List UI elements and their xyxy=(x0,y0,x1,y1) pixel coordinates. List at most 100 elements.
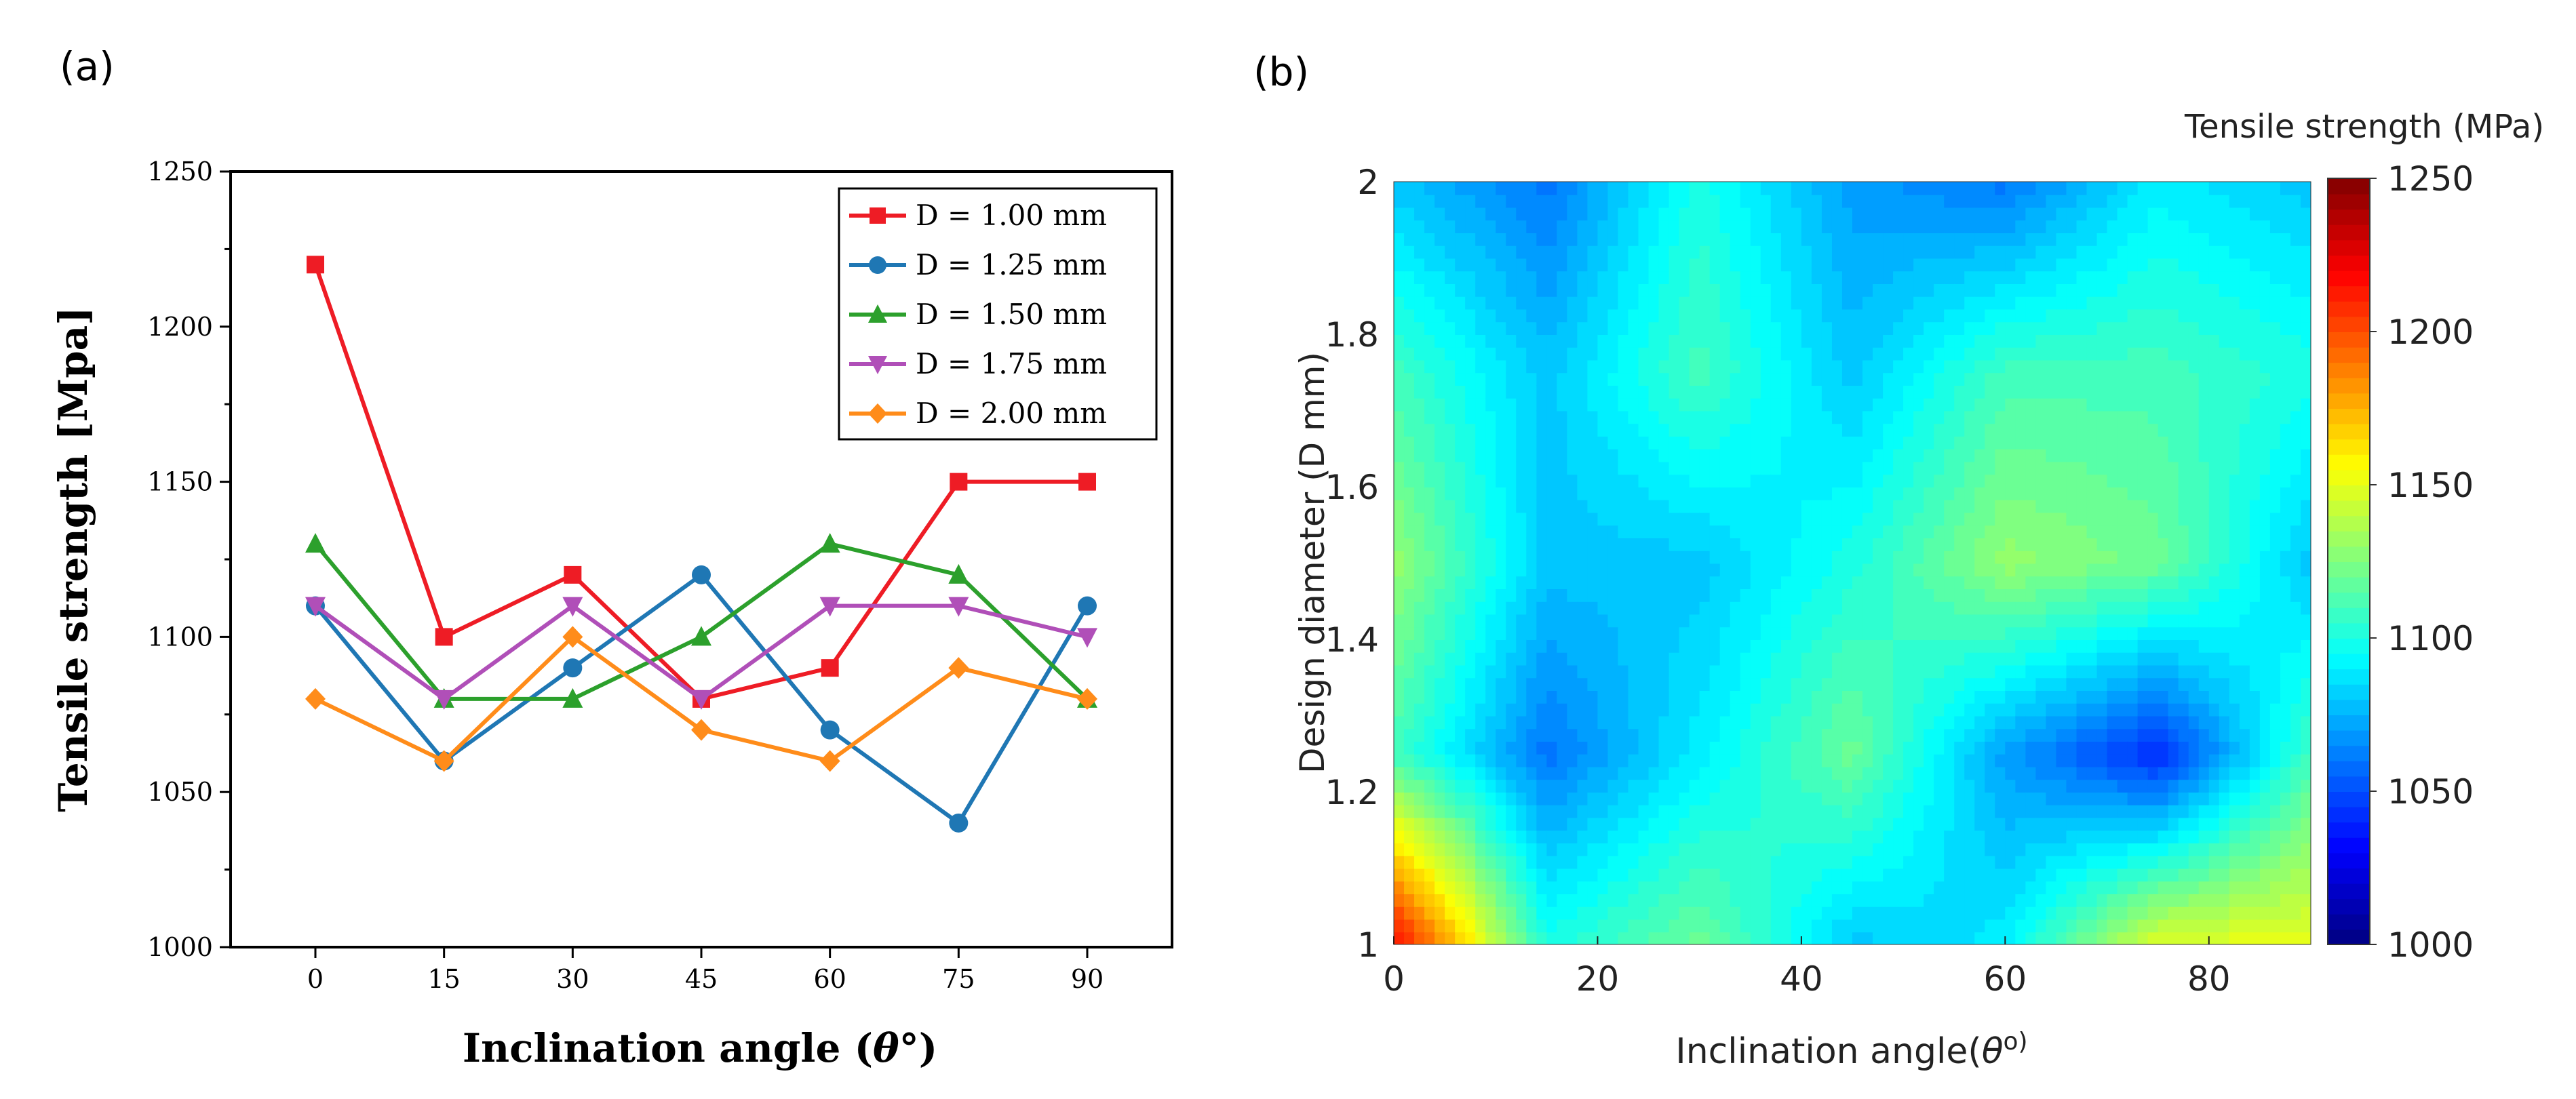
contour-cell xyxy=(1628,436,1639,449)
contour-cell xyxy=(2107,830,2118,843)
contour-cell xyxy=(1740,919,1751,933)
contour-cell xyxy=(1791,817,1802,831)
contour-cell xyxy=(1821,677,1833,691)
contour-cell xyxy=(1455,258,1466,272)
contour-cell xyxy=(1954,702,1966,717)
contour-cell xyxy=(1546,220,1558,233)
contour-cell xyxy=(1750,843,1761,856)
contour-cell xyxy=(1730,271,1741,284)
contour-cell xyxy=(1658,308,1670,323)
contour-cell xyxy=(1883,868,1894,882)
contour-cell xyxy=(1628,804,1639,818)
contour-cell xyxy=(1852,346,1864,361)
contour-cell xyxy=(2107,728,2118,742)
contour-cell xyxy=(1944,538,1955,551)
contour-cell xyxy=(1924,588,1935,602)
contour-cell xyxy=(1496,868,1507,882)
contour-cell xyxy=(1526,792,1538,805)
contour-cell xyxy=(1628,397,1639,412)
contour-cell xyxy=(1465,766,1477,780)
contour-cell xyxy=(1506,868,1517,882)
contour-cell xyxy=(1618,271,1629,284)
contour-cell xyxy=(1536,436,1548,449)
contour-cell xyxy=(1924,245,1935,259)
contour-cell xyxy=(1546,753,1558,767)
contour-cell xyxy=(2147,550,2159,564)
contour-cell xyxy=(1944,220,1955,233)
contour-cell xyxy=(1811,715,1822,730)
contour-cell xyxy=(1577,461,1588,475)
contour-cell xyxy=(1995,804,2006,818)
contour-cell xyxy=(1496,220,1507,233)
contour-cell xyxy=(1709,397,1721,412)
contour-cell xyxy=(2168,792,2179,805)
contour-cell xyxy=(1658,321,1670,335)
contour-cell xyxy=(1730,487,1741,500)
contour-cell xyxy=(1913,843,1925,856)
contour-cell xyxy=(1893,334,1905,348)
contour-cell xyxy=(1821,461,1833,475)
contour-cell xyxy=(1455,715,1466,730)
contour-cell xyxy=(1567,372,1578,386)
contour-cell xyxy=(2127,397,2139,412)
contour-cell xyxy=(2188,207,2200,221)
contour-cell xyxy=(1546,474,1558,487)
contour-cell xyxy=(1526,753,1538,767)
contour-cell xyxy=(1811,753,1822,767)
contour-cell xyxy=(1913,639,1925,653)
contour-cell xyxy=(1770,410,1782,424)
contour-cell xyxy=(1964,194,1976,208)
contour-cell xyxy=(1719,296,1731,310)
contour-cell xyxy=(1974,385,1986,399)
contour-cell xyxy=(2066,601,2077,615)
contour-cell xyxy=(1485,792,1497,805)
contour-cell xyxy=(2178,766,2189,780)
contour-cell xyxy=(1719,753,1731,767)
contour-cell xyxy=(1516,881,1527,894)
contour-cell xyxy=(2015,690,2027,704)
contour-cell xyxy=(1557,372,1568,386)
contour-cell xyxy=(1465,346,1477,361)
contour-cell xyxy=(1883,385,1894,399)
contour-cell xyxy=(1618,538,1629,551)
contour-cell xyxy=(2066,550,2077,564)
contour-cell xyxy=(2107,436,2118,449)
contour-cell xyxy=(1883,753,1894,767)
contour-cell xyxy=(1404,499,1416,513)
contour-cell xyxy=(1618,308,1629,323)
contour-cell xyxy=(1607,576,1619,589)
contour-cell xyxy=(1597,423,1609,437)
contour-cell xyxy=(1485,220,1497,233)
contour-cell xyxy=(2117,512,2128,526)
contour-cell xyxy=(1567,817,1578,831)
contour-cell xyxy=(1719,487,1731,500)
contour-cell xyxy=(1924,321,1935,335)
contour-cell xyxy=(1496,182,1507,195)
contour-cell xyxy=(1445,614,1456,628)
contour-cell xyxy=(1404,766,1416,780)
contour-cell xyxy=(1862,474,1874,487)
contour-cell xyxy=(1719,334,1731,348)
contour-cell xyxy=(1394,843,1405,856)
contour-cell xyxy=(1913,538,1925,551)
contour-cell xyxy=(1587,894,1599,907)
contour-cell xyxy=(1934,690,1945,704)
contour-cell xyxy=(1995,690,2006,704)
contour-cell xyxy=(2096,855,2108,869)
contour-cell xyxy=(1750,410,1761,424)
contour-cell xyxy=(1679,741,1690,755)
contour-cell xyxy=(1557,283,1568,297)
contour-cell xyxy=(1557,792,1568,805)
contour-cell xyxy=(1924,258,1935,272)
contour-cell xyxy=(1974,245,1986,259)
contour-cell xyxy=(1689,881,1700,894)
contour-cell xyxy=(1801,652,1812,666)
contour-cell xyxy=(1536,588,1548,602)
contour-cell xyxy=(1760,804,1772,818)
contour-cell xyxy=(2005,308,2016,323)
contour-cell xyxy=(2086,423,2098,437)
contour-cell xyxy=(2219,664,2230,679)
contour-cell xyxy=(1668,664,1680,679)
contour-cell xyxy=(1934,258,1945,272)
contour-cell xyxy=(2188,410,2200,424)
